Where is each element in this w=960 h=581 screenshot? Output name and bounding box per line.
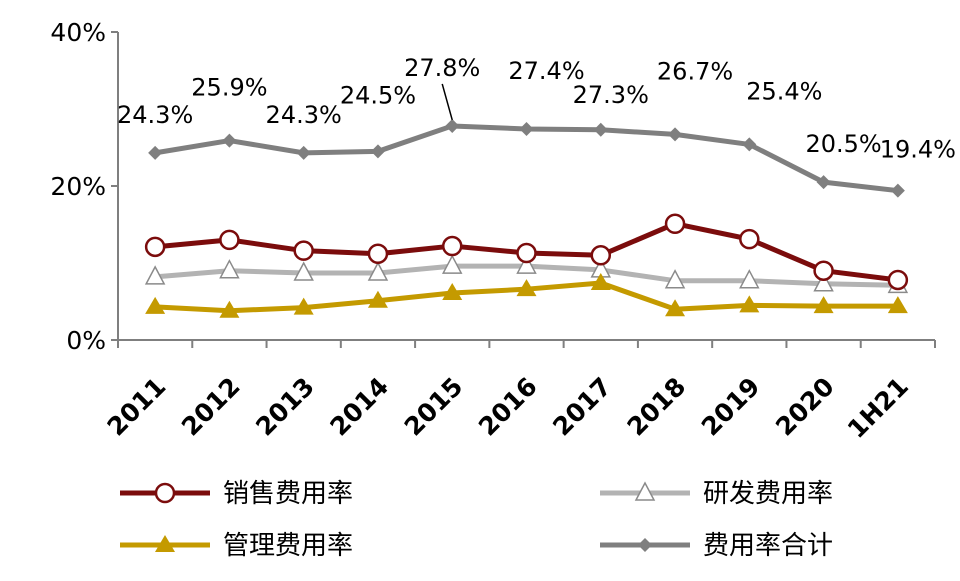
data-point-marker — [370, 144, 385, 159]
data-point-marker — [813, 296, 834, 314]
data-point-marker — [442, 283, 463, 301]
data-point-marker — [516, 254, 537, 274]
data-point-marker — [144, 265, 166, 285]
legend-marker — [634, 481, 656, 501]
y-tick-label: 40% — [50, 18, 106, 47]
data-point-marker — [590, 273, 611, 291]
data-point-marker — [219, 300, 240, 318]
x-tick-label: 2014 — [324, 372, 394, 442]
data-point-marker — [742, 137, 757, 152]
data-label: 27.8% — [404, 54, 480, 82]
x-tick-label: 2017 — [547, 372, 617, 442]
data-point-marker — [664, 213, 686, 234]
data-point-marker — [145, 296, 166, 314]
x-tick-label: 2018 — [622, 372, 692, 442]
data-point-marker — [222, 133, 237, 148]
y-tick-label: 0% — [66, 326, 106, 355]
x-tick-label: 2011 — [102, 372, 172, 442]
x-tick-label: 2015 — [399, 372, 469, 442]
data-point-marker — [668, 127, 683, 142]
legend-label: 销售费用率 — [223, 479, 353, 509]
legend-marker — [638, 538, 652, 552]
legend-label: 研发费用率 — [703, 479, 833, 509]
data-point-marker — [367, 243, 389, 265]
data-label: 27.4% — [508, 57, 584, 85]
data-point-marker — [441, 254, 463, 274]
data-point-marker — [519, 122, 534, 137]
data-point-marker — [590, 245, 612, 266]
data-point-marker — [445, 118, 460, 133]
data-point-marker — [296, 145, 311, 160]
data-label: 19.4% — [880, 136, 956, 164]
data-point-marker — [816, 175, 831, 190]
x-tick-label: 2020 — [770, 372, 840, 442]
y-tick-label: 20% — [50, 172, 106, 201]
data-point-marker — [293, 261, 314, 281]
data-label: 24.5% — [340, 81, 416, 109]
data-point-marker — [219, 229, 240, 251]
data-point-marker — [813, 260, 834, 281]
data-point-marker — [367, 290, 388, 308]
legend-marker — [154, 482, 176, 504]
data-label: 20.5% — [805, 130, 881, 158]
data-point-marker — [739, 295, 760, 313]
data-label: 26.7% — [657, 57, 733, 85]
data-label: 24.3% — [266, 101, 342, 129]
data-label: 25.4% — [746, 77, 822, 105]
data-point-marker — [739, 269, 760, 289]
data-label: 24.3% — [117, 101, 193, 129]
data-point-marker — [665, 299, 686, 317]
x-tick-label: 2016 — [473, 372, 543, 442]
data-point-marker — [887, 269, 909, 291]
data-point-marker — [739, 228, 760, 250]
data-point-marker — [887, 296, 908, 314]
legend-label: 费用率合计 — [703, 531, 833, 561]
data-point-marker — [890, 183, 905, 198]
data-point-marker — [593, 122, 608, 137]
data-point-marker — [441, 235, 463, 257]
data-point-marker — [219, 259, 240, 279]
data-point-marker — [144, 236, 166, 258]
data-point-marker — [516, 242, 537, 264]
data-point-marker — [293, 297, 314, 315]
data-point-marker — [367, 261, 389, 281]
data-point-marker — [293, 240, 314, 261]
legend-marker — [155, 535, 175, 552]
x-tick-label: 2019 — [696, 372, 766, 442]
x-tick-label: 2012 — [176, 372, 246, 442]
data-point-marker — [516, 279, 537, 297]
legend-label: 管理费用率 — [223, 531, 353, 561]
data-label: 25.9% — [191, 74, 267, 102]
data-label: 27.3% — [573, 81, 649, 109]
x-tick-label: 1H21 — [842, 372, 914, 444]
data-point-marker — [148, 145, 163, 160]
data-point-marker — [813, 272, 834, 292]
data-label-leader-line — [441, 83, 453, 121]
data-point-marker — [664, 269, 686, 289]
x-tick-label: 2013 — [250, 372, 320, 442]
